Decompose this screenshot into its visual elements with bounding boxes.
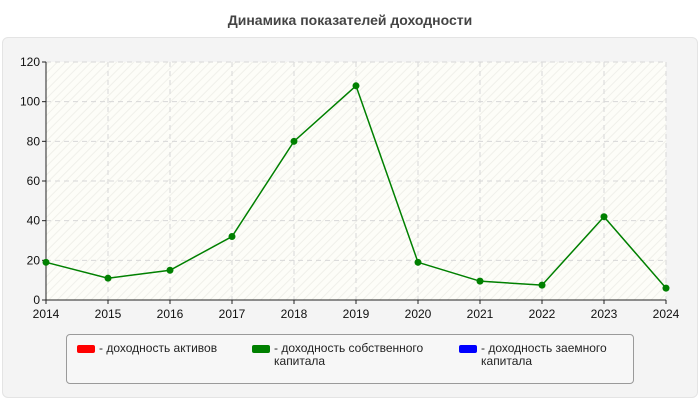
data-point (538, 281, 546, 289)
x-tick-labels: 2014 2015 2016 2017 2018 2019 2020 2021 2022 2023… (33, 307, 680, 321)
legend: - доходность активов - доходность собств… (66, 334, 634, 384)
x-tick-label: 2016 (157, 307, 184, 321)
x-tick-label: 2021 (467, 307, 494, 321)
data-point (476, 277, 484, 285)
y-tick-labels: 0 20 40 60 80 100 120 (20, 55, 40, 307)
data-point (166, 266, 174, 274)
legend-swatch-blue (459, 345, 477, 353)
legend-swatch-green (252, 345, 270, 353)
x-tick-label: 2019 (343, 307, 370, 321)
y-tick-label: 100 (20, 95, 40, 109)
x-tick-label: 2014 (33, 307, 60, 321)
legend-item-assets: - доходность активов (77, 342, 247, 355)
x-tick-label: 2015 (95, 307, 122, 321)
grid-lines (46, 61, 667, 300)
legend-label: - доходность заемного капитала (481, 341, 607, 368)
data-point (42, 258, 50, 266)
data-point (600, 213, 608, 221)
legend-item-debt: - доходность заемного капитала (459, 342, 629, 368)
series-group (42, 82, 670, 292)
legend-label: - доходность активов (99, 341, 218, 355)
data-point (662, 284, 670, 292)
y-tick-label: 80 (27, 134, 41, 148)
x-tick-label: 2017 (219, 307, 246, 321)
chart-title: Динамика показателей доходности (227, 12, 473, 28)
legend-item-equity: - доходность собственного капитала (252, 342, 442, 368)
data-point (104, 274, 112, 282)
data-point (228, 233, 236, 241)
data-point (414, 258, 422, 266)
y-tick-label: 120 (20, 55, 40, 69)
y-tick-label: 40 (27, 214, 41, 228)
x-tick-label: 2023 (591, 307, 618, 321)
y-tick-label: 20 (27, 253, 41, 267)
legend-swatch-red (77, 345, 95, 353)
data-point (352, 82, 360, 90)
x-tick-label: 2018 (281, 307, 308, 321)
y-tick-label: 60 (27, 174, 41, 188)
x-tick-label: 2020 (405, 307, 432, 321)
x-tick-label: 2022 (529, 307, 556, 321)
x-tick-label: 2024 (653, 307, 680, 321)
legend-label: - доходность собственного капитала (274, 341, 424, 368)
y-tick-label: 0 (33, 293, 40, 307)
data-point (290, 137, 298, 145)
